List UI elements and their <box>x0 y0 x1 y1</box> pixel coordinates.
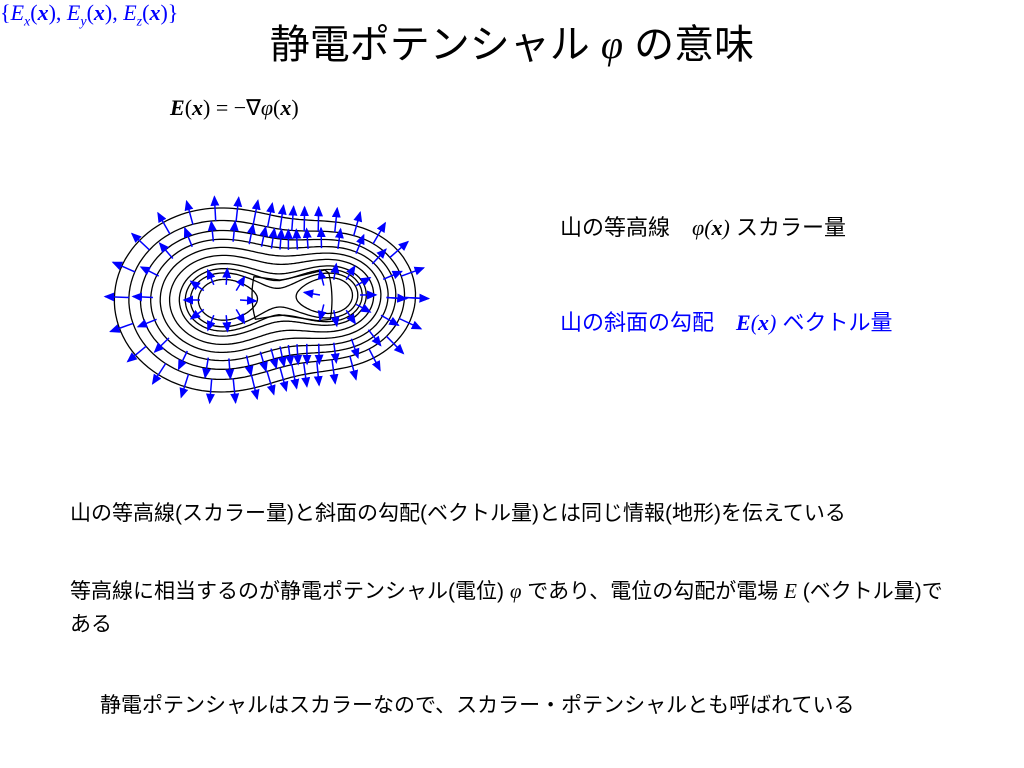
paragraph-2: 等高線に相当するのが静電ポテンシャル(電位) φ であり、電位の勾配が電場 E … <box>70 575 960 641</box>
p2-E: E <box>784 579 797 603</box>
gradient-arrow <box>318 207 319 231</box>
paragraph-1: 山の等高線(スカラー量)と斜面の勾配(ベクトル量)とは同じ情報(地形)を伝えてい… <box>70 498 960 531</box>
title-suffix: の意味 <box>623 23 754 67</box>
contour-line <box>185 269 332 331</box>
gradient-arrow <box>317 361 319 385</box>
gradient-arrow <box>132 234 150 250</box>
s1-suffix: スカラー量 <box>730 215 846 240</box>
side-label-vector: 山の斜面の勾配 E(x) ベクトル量 <box>560 305 892 337</box>
slide: 静電ポテンシャル φ の意味 E(x) = −∇φ(x) 山の等高線 φ(x) … <box>0 0 1024 768</box>
gradient-arrow <box>240 300 256 301</box>
gradient-arrow <box>226 269 227 285</box>
eq-E: E <box>170 95 185 120</box>
gradient-arrow <box>113 262 135 272</box>
p2-a: 等高線に相当するのが静電ポテンシャル(電位) <box>70 580 510 603</box>
gradient-arrow <box>307 229 309 249</box>
gradient-arrow <box>387 336 404 353</box>
eq-phi: φ <box>261 95 273 120</box>
gradient-arrow <box>133 297 153 298</box>
p2-phi: φ <box>510 579 522 603</box>
s1-rp: ) <box>723 215 730 240</box>
s2-x: x <box>758 310 769 335</box>
contour-line <box>114 208 415 392</box>
gradient-arrow <box>404 298 428 299</box>
gradient-arrow <box>386 298 406 299</box>
eq-rp2: ) <box>291 95 298 120</box>
gradient-arrow <box>292 207 294 231</box>
gradient-arrow <box>390 242 408 258</box>
gradient-arrow <box>111 323 134 331</box>
s2-prefix: 山の斜面の勾配 <box>560 310 736 335</box>
eq-x2: x <box>280 95 291 120</box>
gradient-arrow <box>211 222 213 242</box>
contour-line <box>296 278 352 314</box>
contour-svg <box>40 160 510 440</box>
gradient-arrow <box>280 230 282 250</box>
gradient-arrow <box>138 319 157 326</box>
gradient-arrow <box>236 309 244 323</box>
gradient-arrow <box>319 344 320 364</box>
s1-phi: φ <box>692 215 704 240</box>
gradient-arrow <box>233 222 235 242</box>
gradient-arrow <box>105 297 129 298</box>
side-label-scalar: 山の等高線 φ(x) スカラー量 <box>560 210 846 242</box>
contour-diagram <box>40 160 510 445</box>
gradient-arrow <box>214 197 215 221</box>
gradient-arrow <box>155 338 169 352</box>
s1-lp: ( <box>704 215 711 240</box>
s1-prefix: 山の等高線 <box>560 215 692 240</box>
s2-suffix: ベクトル量 <box>776 310 892 335</box>
gradient-arrow <box>381 315 398 325</box>
s2-E: E <box>736 310 751 335</box>
paragraph-3: 静電ポテンシャルはスカラーなので、スカラー・ポテンシャルとも呼ばれている <box>100 690 950 723</box>
gradient-arrow <box>354 213 361 236</box>
gradient-arrow <box>321 228 322 248</box>
gradient-arrow <box>372 249 386 264</box>
eq-lp: ( <box>185 95 192 120</box>
gradient-arrow <box>350 356 356 379</box>
gradient-arrow <box>153 364 166 384</box>
p2-b: であり、電位の勾配が電場 <box>521 580 784 603</box>
s2-lp: ( <box>751 310 758 335</box>
gradient-arrow <box>304 292 320 295</box>
gradient-arrow <box>210 379 212 403</box>
gradient-arrow <box>296 230 297 250</box>
main-equation: E(x) = −∇φ(x) <box>170 95 299 121</box>
gradient-arrow <box>335 208 337 232</box>
title-prefix: 静電ポテンシャル <box>270 23 601 67</box>
eq-x: x <box>192 95 203 120</box>
gradient-arrow <box>332 360 335 384</box>
s1-x: x <box>712 215 723 240</box>
gradient-arrow <box>229 358 231 378</box>
gradient-arrow <box>158 213 170 234</box>
eq-eq: = −∇ <box>210 95 261 120</box>
slide-title: 静電ポテンシャル φ の意味 <box>0 12 1024 70</box>
gradient-arrow <box>297 344 298 364</box>
title-phi: φ <box>601 22 623 67</box>
gradient-arrow <box>226 315 227 331</box>
